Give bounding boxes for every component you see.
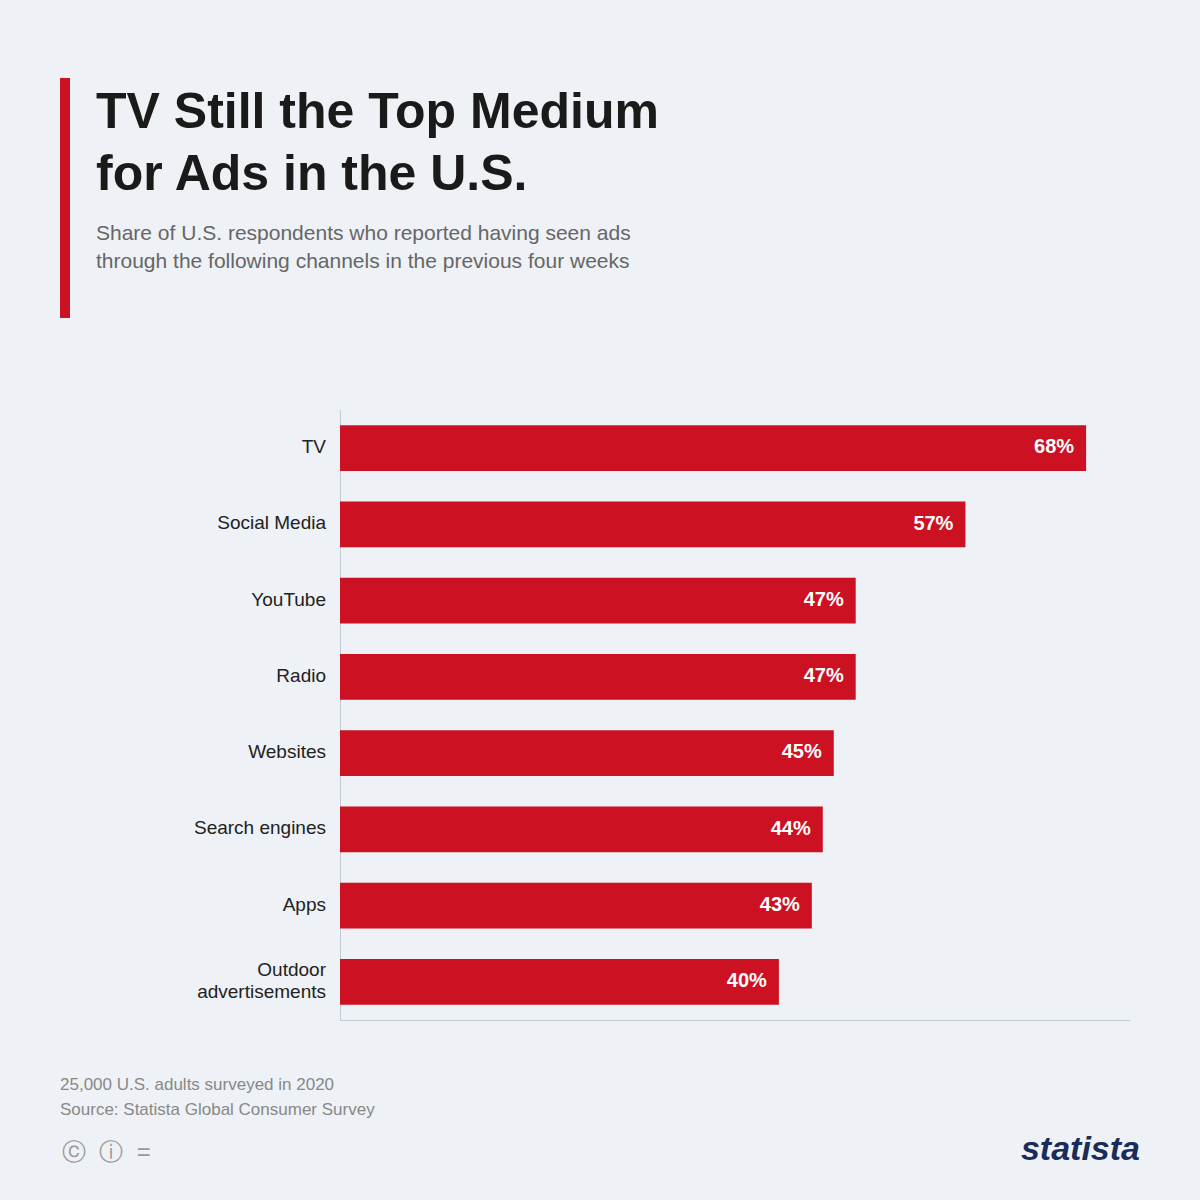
data-label: 47%: [804, 588, 844, 610]
category-label: YouTube: [251, 589, 326, 610]
text-line: Outdoor: [257, 959, 326, 980]
footnote: 25,000 U.S. adults surveyed in 2020: [60, 1075, 334, 1094]
title-line: TV Still the Top Medium: [96, 83, 659, 139]
category-label: TV: [302, 436, 327, 457]
bar: [340, 578, 856, 624]
category-label: Websites: [248, 741, 326, 762]
data-label: 47%: [804, 664, 844, 686]
title: TV Still the Top Medium for Ads in the U.…: [96, 83, 659, 201]
data-label: 40%: [727, 969, 767, 991]
bar: [340, 502, 965, 548]
text-line: Apps: [283, 894, 326, 915]
category-label: Apps: [283, 894, 326, 915]
category-label: Social Media: [217, 512, 326, 533]
chart: TV Still the Top Medium for Ads in the U.…: [0, 0, 1200, 1200]
subtitle-line: through the following channels in the pr…: [96, 249, 630, 272]
x-axis-line: [340, 1020, 1130, 1021]
category-label: Outdooradvertisements: [197, 959, 327, 1002]
bar: [340, 807, 823, 853]
subtitle-line: Share of U.S. respondents who reported h…: [96, 221, 631, 244]
data-label: 68%: [1034, 435, 1074, 457]
category-label: Search engines: [194, 817, 326, 838]
logo-text: statista: [1021, 1129, 1140, 1167]
text-line: advertisements: [197, 981, 326, 1002]
text-line: YouTube: [251, 589, 326, 610]
data-label: 57%: [913, 512, 953, 534]
bar: [340, 959, 779, 1005]
text-line: Radio: [276, 665, 326, 686]
subtitle: Share of U.S. respondents who reported h…: [96, 221, 631, 272]
data-label: 45%: [782, 740, 822, 762]
text-line: Websites: [248, 741, 326, 762]
data-label: 43%: [760, 893, 800, 915]
background: [0, 0, 1200, 1200]
text-line: TV: [302, 436, 327, 457]
accent-bar: [60, 78, 70, 318]
footnote: Source: Statista Global Consumer Survey: [60, 1100, 375, 1119]
bar: [340, 654, 856, 700]
title-line: for Ads in the U.S.: [96, 145, 528, 201]
data-label: 44%: [771, 817, 811, 839]
bar: [340, 425, 1086, 471]
bar: [340, 883, 812, 929]
category-label: Radio: [276, 665, 326, 686]
text-line: Search engines: [194, 817, 326, 838]
bar: [340, 730, 834, 776]
license-icons: ⓒ ⓘ =: [62, 1138, 151, 1165]
text-line: Social Media: [217, 512, 326, 533]
bars: [340, 425, 1086, 1005]
